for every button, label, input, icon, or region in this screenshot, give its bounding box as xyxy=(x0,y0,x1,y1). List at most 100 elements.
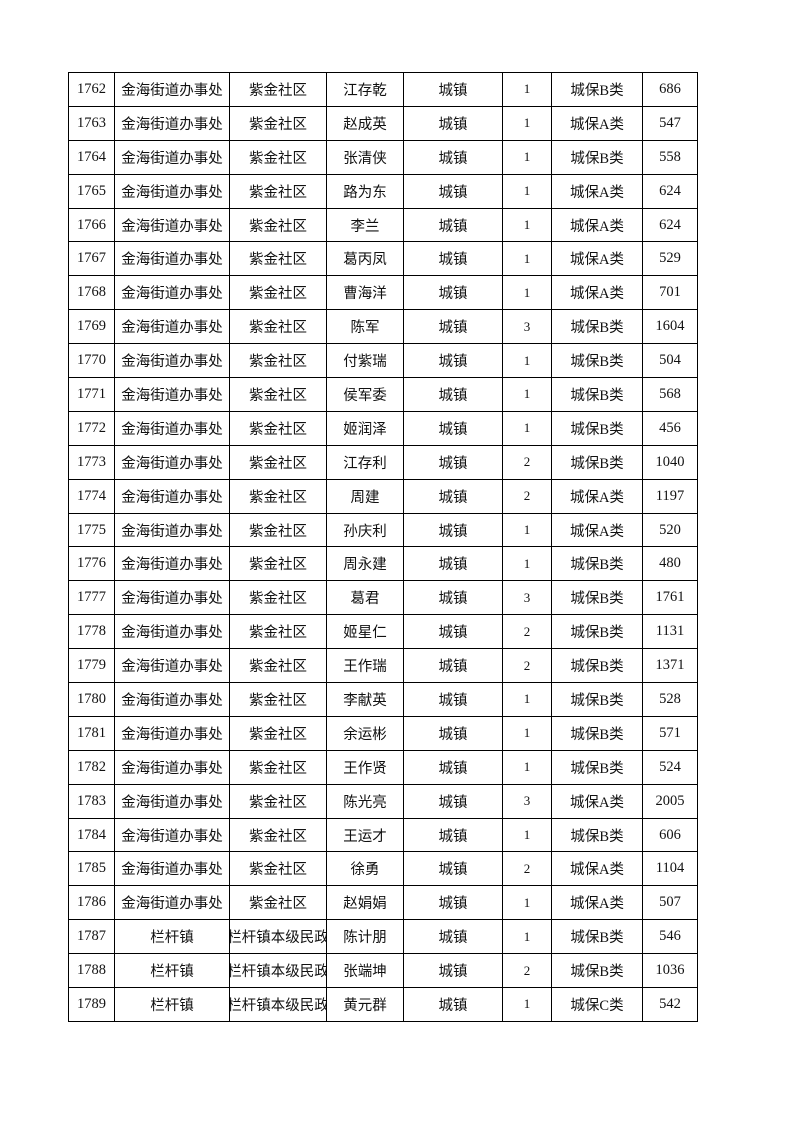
table-cell: 侯军委 xyxy=(326,377,404,412)
insurance-category: 城保A类 xyxy=(570,489,624,506)
household-size: 1 xyxy=(523,555,531,571)
table-cell: 1785 xyxy=(68,851,115,887)
table-cell: 城保A类 xyxy=(551,207,643,243)
table-cell: 城保C类 xyxy=(551,987,643,1022)
district: 栏杆镇 xyxy=(150,997,194,1014)
table-cell: 城保A类 xyxy=(551,241,643,277)
amount: 2005 xyxy=(655,792,685,809)
table-cell: 城保B类 xyxy=(551,72,643,107)
table-cell: 528 xyxy=(642,682,698,717)
table-cell: 城镇 xyxy=(403,919,503,955)
area-type: 城镇 xyxy=(438,455,468,472)
table-cell: 王作瑞 xyxy=(326,648,404,684)
table-cell: 城保A类 xyxy=(551,275,643,311)
table-cell: 金海街道办事处 xyxy=(114,410,230,446)
insurance-category: 城保B类 xyxy=(570,760,624,777)
table-row: 1789 栏杆镇 栏杆镇本级民政 黄元群 城镇 1 城保C类 542 xyxy=(68,987,698,1022)
table-cell: 1786 xyxy=(68,885,115,921)
table-row: 1762 金海街道办事处 紫金社区 江存乾 城镇 1 城保B类 686 xyxy=(68,72,698,107)
amount: 1604 xyxy=(655,318,685,335)
insurance-category: 城保B类 xyxy=(570,625,624,642)
amount: 480 xyxy=(659,555,681,572)
district: 金海街道办事处 xyxy=(121,116,223,133)
insurance-category: 城保B类 xyxy=(570,828,624,845)
table-cell: 城镇 xyxy=(403,614,503,650)
row-number: 1765 xyxy=(77,182,106,199)
household-size: 1 xyxy=(523,759,531,775)
area-type: 城镇 xyxy=(438,387,468,404)
table-cell: 陈军 xyxy=(326,309,404,345)
table-row: 1770 金海街道办事处 紫金社区 付紫瑞 城镇 1 城保B类 504 xyxy=(68,343,698,379)
table-cell: 城镇 xyxy=(403,275,503,311)
community: 紫金社区 xyxy=(249,692,307,709)
table-cell: 1770 xyxy=(68,343,115,379)
household-size: 1 xyxy=(523,827,531,843)
district: 金海街道办事处 xyxy=(121,896,223,913)
row-number: 1768 xyxy=(77,284,106,301)
table-row: 1768 金海街道办事处 紫金社区 曹海洋 城镇 1 城保A类 701 xyxy=(68,275,698,311)
row-number: 1784 xyxy=(77,826,106,843)
row-number: 1787 xyxy=(77,928,106,945)
household-size: 2 xyxy=(523,488,531,504)
insurance-category: 城保A类 xyxy=(570,252,624,269)
community: 紫金社区 xyxy=(249,659,307,676)
community: 栏杆镇本级民政 xyxy=(230,930,326,947)
table-cell: 金海街道办事处 xyxy=(114,72,230,107)
table-cell: 686 xyxy=(642,72,698,107)
table-cell: 1 xyxy=(502,512,552,548)
table-cell: 1768 xyxy=(68,275,115,311)
table-cell: 江存乾 xyxy=(326,72,404,107)
table-row: 1784 金海街道办事处 紫金社区 王运才 城镇 1 城保B类 606 xyxy=(68,817,698,853)
table-cell: 金海街道办事处 xyxy=(114,715,230,751)
table-cell: 城镇 xyxy=(403,749,503,785)
table-cell: 周建 xyxy=(326,478,404,514)
table-cell: 城保B类 xyxy=(551,715,643,751)
household-size: 1 xyxy=(523,386,531,402)
table-row: 1779 金海街道办事处 紫金社区 王作瑞 城镇 2 城保B类 1371 xyxy=(68,648,698,684)
row-number: 1769 xyxy=(77,318,106,335)
table-cell: 紫金社区 xyxy=(229,682,327,717)
table-row: 1772 金海街道办事处 紫金社区 姬润泽 城镇 1 城保B类 456 xyxy=(68,410,698,446)
table-cell: 城保A类 xyxy=(551,783,643,819)
household-size: 2 xyxy=(523,860,531,876)
person-name: 陈光亮 xyxy=(343,794,387,811)
table-cell: 城镇 xyxy=(403,173,503,209)
area-type: 城镇 xyxy=(438,523,468,540)
household-size: 2 xyxy=(523,657,531,673)
household-size: 2 xyxy=(523,623,531,639)
table-cell: 金海街道办事处 xyxy=(114,817,230,853)
row-number: 1771 xyxy=(77,385,106,402)
table-cell: 城镇 xyxy=(403,207,503,243)
table-cell: 城镇 xyxy=(403,953,503,989)
insurance-category: 城保C类 xyxy=(570,997,624,1014)
table-cell: 1771 xyxy=(68,377,115,412)
table-cell: 紫金社区 xyxy=(229,173,327,209)
household-size: 1 xyxy=(523,725,531,741)
district: 金海街道办事处 xyxy=(121,523,223,540)
table-cell: 金海街道办事处 xyxy=(114,207,230,243)
row-number: 1783 xyxy=(77,792,106,809)
table-cell: 赵成英 xyxy=(326,105,404,141)
row-number: 1762 xyxy=(77,80,106,97)
household-size: 1 xyxy=(523,115,531,131)
household-size: 1 xyxy=(523,217,531,232)
table-cell: 城保A类 xyxy=(551,478,643,514)
table-cell: 1 xyxy=(502,139,552,175)
district: 金海街道办事处 xyxy=(121,218,223,235)
table-cell: 城保A类 xyxy=(551,512,643,548)
table-cell: 城保B类 xyxy=(551,444,643,480)
table-cell: 金海街道办事处 xyxy=(114,783,230,819)
table-row: 1769 金海街道办事处 紫金社区 陈军 城镇 3 城保B类 1604 xyxy=(68,309,698,345)
area-type: 城镇 xyxy=(438,184,468,201)
row-number: 1781 xyxy=(77,724,106,741)
insurance-category: 城保B类 xyxy=(570,387,624,404)
row-number: 1779 xyxy=(77,657,106,674)
household-size: 2 xyxy=(523,962,531,978)
table-row: 1781 金海街道办事处 紫金社区 余运彬 城镇 1 城保B类 571 xyxy=(68,715,698,751)
table-cell: 紫金社区 xyxy=(229,241,327,277)
district: 金海街道办事处 xyxy=(121,455,223,472)
table-cell: 紫金社区 xyxy=(229,648,327,684)
insurance-category: 城保B类 xyxy=(570,421,624,438)
table-row: 1774 金海街道办事处 紫金社区 周建 城镇 2 城保A类 1197 xyxy=(68,478,698,514)
table-cell: 曹海洋 xyxy=(326,275,404,311)
